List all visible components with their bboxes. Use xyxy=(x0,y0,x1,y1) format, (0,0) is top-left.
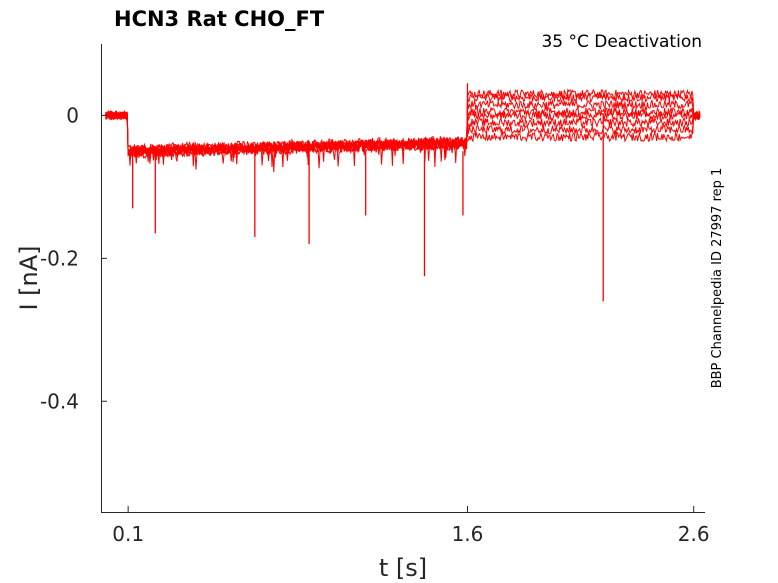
y-axis-label: I [nA] xyxy=(15,245,43,310)
y-ticks: 0 -0.2 -0.4 xyxy=(40,103,107,413)
current-trace xyxy=(105,110,701,166)
chart-title: HCN3 Rat CHO_FT xyxy=(114,7,325,31)
current-trace xyxy=(105,105,701,167)
x-axis-label: t [s] xyxy=(379,554,427,582)
current-traces xyxy=(105,83,701,302)
current-trace xyxy=(105,109,701,163)
condition-label: 35 °C Deactivation xyxy=(541,32,702,52)
y-tick-label: -0.4 xyxy=(40,389,79,413)
x-tick-label: 2.6 xyxy=(678,522,710,546)
x-tick-label: 0.1 xyxy=(112,522,144,546)
plot-area: 0.1 1.6 2.6 0 -0.2 -0.4 xyxy=(40,44,710,546)
x-tick-label: 1.6 xyxy=(452,522,484,546)
channelpedia-id-label: BBP Channelpedia ID 27997 rep 1 xyxy=(710,168,725,389)
y-tick-label: 0 xyxy=(66,103,79,127)
x-ticks: 0.1 1.6 2.6 xyxy=(112,506,710,546)
y-tick-label: -0.2 xyxy=(40,246,79,270)
